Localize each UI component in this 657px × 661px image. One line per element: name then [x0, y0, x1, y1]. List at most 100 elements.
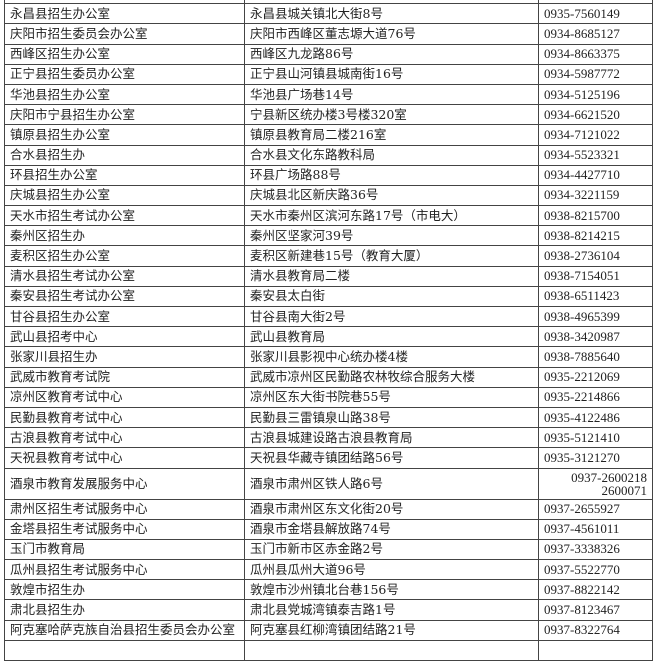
phone-cell-text: 0938-6511423 — [544, 288, 620, 304]
address-cell-text: 民勤县三雷镇泉山路38号 — [250, 409, 391, 425]
office-cell-text: 环县招生办公室 — [10, 167, 98, 183]
office-cell: 古浪县教育考试中心 — [4, 427, 245, 449]
office-cell-text: 民勤县教育考试中心 — [10, 409, 123, 425]
office-cell: 清水县招生考试办公室 — [4, 265, 245, 287]
address-cell-text: 宁县新区统办楼3号楼320室 — [250, 106, 407, 122]
address-cell: 天祝县华藏寺镇团结路56号 — [244, 447, 539, 469]
address-cell-text: 清水县教育局二楼 — [250, 268, 351, 284]
office-cell: 秦安县招生考试办公室 — [4, 285, 245, 308]
office-cell-text: 清水县招生考试办公室 — [10, 268, 136, 284]
office-cell: 张家川县招生办 — [4, 346, 245, 368]
address-cell-text: 阿克塞县红柳湾镇团结路21号 — [250, 622, 416, 638]
address-cell: 秦州区坚家河39号 — [244, 225, 539, 247]
address-cell-text: 庆城县北区新庆路36号 — [250, 187, 379, 203]
phone-cell: 0937-8123467 — [538, 599, 653, 621]
office-cell-text: 永昌县招生办公室 — [10, 5, 111, 21]
phone-cell: 0934-3221159 — [538, 184, 653, 207]
office-cell: 环县招生办公室 — [4, 164, 245, 186]
table-row: 天祝县教育考试中心 天祝县华藏寺镇团结路56号 0935-3121270 — [4, 447, 653, 469]
table-row: 玉门市教育局 玉门市新市区赤金路2号 0937-3338326 — [4, 538, 653, 561]
address-cell-text: 秦安县太白街 — [250, 288, 326, 304]
address-cell-text: 瓜州县瓜州大道96号 — [250, 561, 366, 577]
address-cell: 清水县教育局二楼 — [244, 265, 539, 287]
address-cell-text: 镇原县教育局二楼216室 — [250, 126, 387, 142]
phone-cell-text: 0938-4965399 — [544, 308, 620, 324]
address-cell-text: 合水县文化东路教科局 — [250, 147, 376, 163]
phone-cell: 0934-7121022 — [538, 124, 653, 146]
office-cell-text: 金塔县招生考试服务中心 — [10, 521, 148, 537]
address-cell: 酒泉市肃州区东文化街20号 — [244, 498, 539, 520]
phone-cell-text: 0937-2655927 — [544, 501, 620, 517]
office-cell: 玉门市教育局 — [4, 538, 245, 561]
phone-cell: 0938-6511423 — [538, 285, 653, 308]
phone-cell-text: 0937-8322764 — [544, 622, 620, 638]
office-cell: 庆阳市宁县招生办公室 — [4, 104, 245, 126]
table-row: 张家川县招生办 张家川县影视中心统办楼4楼 0938-7885640 — [4, 346, 653, 368]
office-cell: 正宁县招生委员办公室 — [4, 63, 245, 85]
table-row: 秦安县招生考试办公室 秦安县太白街 0938-6511423 — [4, 285, 653, 308]
phone-cell: 0938-3420987 — [538, 326, 653, 348]
office-cell-text: 庆城县招生办公室 — [10, 187, 111, 203]
address-cell-text: 华池县广场巷14号 — [250, 86, 354, 102]
office-cell-text: 肃州区招生考试服务中心 — [10, 501, 148, 517]
table-row: 瓜州县招生考试服务中心 瓜州县瓜州大道96号 0937-5522770 — [4, 559, 653, 581]
table-row: 庆阳市宁县招生办公室 宁县新区统办楼3号楼320室 0934-6621520 — [4, 104, 653, 126]
table-row: 镇原县招生办公室 镇原县教育局二楼216室 0934-7121022 — [4, 124, 653, 146]
office-cell: 永昌县招生办公室 — [4, 3, 245, 25]
address-cell-text: 天祝县华藏寺镇团结路56号 — [250, 449, 404, 465]
address-cell-text: 玉门市新市区赤金路2号 — [250, 541, 383, 557]
table-row: 敦煌市招生办 敦煌市沙州镇北台巷156号 0937-8822142 — [4, 579, 653, 601]
address-cell-text: 古浪县城建设路古浪县教育局 — [250, 429, 413, 445]
table-row: 民勤县教育考试中心 民勤县三雷镇泉山路38号 0935-4122486 — [4, 406, 653, 429]
phone-cell: 0938-7885640 — [538, 346, 653, 368]
phone-cell-text: 0934-5125196 — [544, 86, 620, 102]
address-cell-text: 武威市凉州区民勤路农林牧综合服务大楼 — [250, 369, 476, 385]
table-row: 肃州区招生考试服务中心 酒泉市肃州区东文化街20号 0937-2655927 — [4, 498, 653, 520]
office-cell-text: 敦煌市招生办 — [10, 581, 86, 597]
phone-cell: 0938-2736104 — [538, 245, 653, 267]
address-cell: 武山县教育局 — [244, 326, 539, 348]
phone-cell-text: 0935-2212069 — [544, 369, 620, 385]
office-cell: 敦煌市招生办 — [4, 579, 245, 601]
address-cell-text: 酒泉市肃州区铁人路6号 — [250, 475, 383, 491]
address-cell: 酒泉市肃州区铁人路6号 — [244, 467, 539, 500]
phone-cell: 0937-8822142 — [538, 579, 653, 601]
office-cell: 镇原县招生办公室 — [4, 124, 245, 146]
phone-cell-text: 0938-8215700 — [544, 207, 620, 223]
table-row: 环县招生办公室 环县广场路88号 0934-4427710 — [4, 164, 653, 186]
phone-cell: 0938-7154051 — [538, 265, 653, 287]
address-cell: 敦煌市沙州镇北台巷156号 — [244, 579, 539, 601]
office-cell: 天祝县教育考试中心 — [4, 447, 245, 469]
address-cell: 肃北县党城湾镇泰吉路1号 — [244, 599, 539, 621]
phone-cell-text: 0935-3121270 — [544, 449, 620, 465]
office-cell-text: 酒泉市教育发展服务中心 — [10, 475, 148, 491]
table-row: 阿克塞哈萨克族自治县招生委员会办公室 阿克塞县红柳湾镇团结路21号 0937-832… — [4, 619, 653, 641]
address-cell-text: 酒泉市肃州区东文化街20号 — [250, 501, 404, 517]
phone-cell: 0937-2600218 2600071 — [538, 467, 653, 500]
table-row: 肃北县招生办 肃北县党城湾镇泰吉路1号 0937-8123467 — [4, 599, 653, 621]
office-cell-text: 合水县招生办 — [10, 147, 86, 163]
phone-cell-text: 0934-4427710 — [544, 167, 620, 183]
address-cell-text: 酒泉市金塔县解放路74号 — [250, 521, 391, 537]
address-cell: 玉门市新市区赤金路2号 — [244, 538, 539, 561]
table-row — [4, 639, 653, 661]
phone-cell-text: 0935-4122486 — [544, 409, 620, 425]
address-cell: 阿克塞县红柳湾镇团结路21号 — [244, 619, 539, 641]
table-row: 麦积区招生办公室 麦积区新建巷15号（教育大厦） 0938-2736104 — [4, 245, 653, 267]
office-cell: 金塔县招生考试服务中心 — [4, 518, 245, 540]
phone-cell-text: 0937-4561011 — [544, 521, 620, 537]
phone-cell: 0937-4561011 — [538, 518, 653, 540]
address-cell-text: 张家川县影视中心统办楼4楼 — [250, 348, 408, 364]
table-row: 合水县招生办 合水县文化东路教科局 0934-5523321 — [4, 144, 653, 166]
office-cell: 华池县招生办公室 — [4, 83, 245, 106]
office-cell-text: 古浪县教育考试中心 — [10, 429, 123, 445]
office-cell: 阿克塞哈萨克族自治县招生委员会办公室 — [4, 619, 245, 641]
table-row: 武山县招考中心 武山县教育局 0938-3420987 — [4, 326, 653, 348]
table-row: 凉州区教育考试中心 凉州区东大街书院巷55号 0935-2214866 — [4, 386, 653, 408]
table-row: 秦州区招生办 秦州区坚家河39号 0938-8214215 — [4, 225, 653, 247]
phone-cell-text: 0935-7560149 — [544, 5, 620, 21]
office-cell-text: 正宁县招生委员办公室 — [10, 66, 136, 82]
office-cell: 民勤县教育考试中心 — [4, 406, 245, 429]
office-cell-text: 西峰区招生办公室 — [10, 46, 111, 62]
phone-cell: 0935-7560149 — [538, 3, 653, 25]
